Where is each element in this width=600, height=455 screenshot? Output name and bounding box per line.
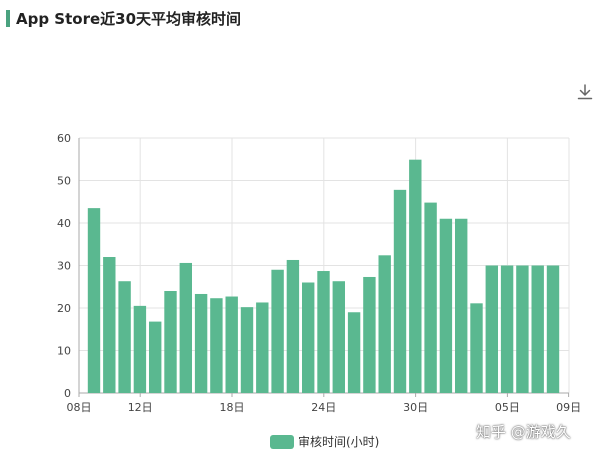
bar [516,265,529,393]
y-tick-label: 10 [57,345,71,358]
legend-swatch [270,434,294,449]
bar [393,189,407,393]
bar [103,257,116,393]
y-tick-label: 60 [57,132,71,145]
y-tick-label: 30 [57,260,71,273]
legend-label: 审核时间(小时) [298,435,380,449]
bar [424,202,437,393]
bar [240,307,254,393]
bar [256,302,269,393]
bar [87,208,101,393]
x-tick-label: 09日 [556,401,581,414]
y-tick-label: 0 [64,387,71,400]
bar [118,281,131,393]
bar [179,262,192,393]
bar [546,265,560,393]
bar [225,296,238,393]
bar [347,312,361,393]
bar [332,281,345,393]
bar [164,291,177,393]
x-tick-label: 24日 [311,401,336,414]
bar [210,298,223,393]
bar [439,218,453,393]
bar [317,271,330,393]
bar [470,303,483,393]
x-tick-label: 05日 [495,401,520,414]
bar [500,265,514,393]
bar [378,255,391,393]
title-accent-bar [6,9,10,27]
watermark-text: 知乎 @游戏久 [476,423,571,441]
x-tick-label: 18日 [220,401,245,414]
bar [194,293,208,393]
legend[interactable]: 审核时间(小时) [270,433,379,450]
x-tick-label: 08日 [67,401,92,414]
x-tick-label: 30日 [403,401,428,414]
chart-title-text: App Store近30天平均审核时间 [16,9,242,28]
bar [409,159,422,393]
y-tick-label: 50 [57,175,71,188]
bar [531,265,544,393]
x-tick-label: 12日 [128,401,153,414]
bar [302,282,315,393]
bar [363,276,376,393]
bar [133,305,147,393]
bar [271,269,284,393]
bar [149,321,162,393]
y-tick-label: 40 [57,217,71,230]
bar [485,265,498,393]
y-tick-label: 20 [57,302,71,315]
bar [455,218,468,393]
chart-title: App Store近30天平均审核时间 [6,9,242,28]
download-icon[interactable] [576,83,594,101]
bar [286,259,300,393]
